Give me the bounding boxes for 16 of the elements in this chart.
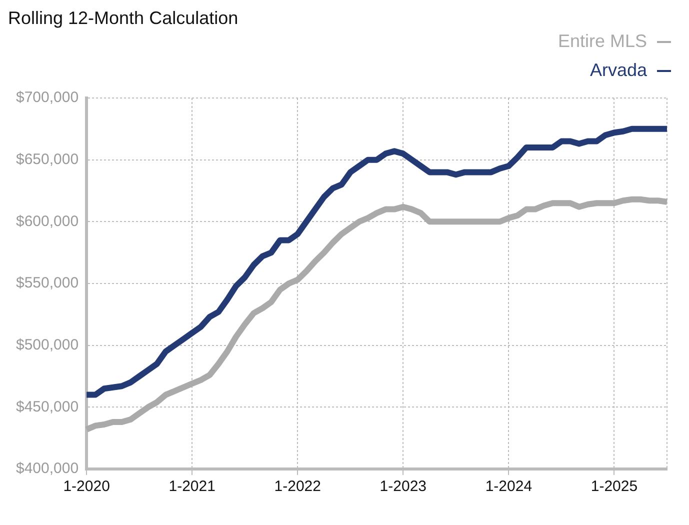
y-tick-label: $600,000	[16, 212, 79, 230]
x-tick-label: 1-2022	[274, 478, 321, 496]
x-tick-label: 1-2021	[168, 478, 216, 496]
y-tick-label: $550,000	[16, 274, 79, 292]
y-tick-label: $450,000	[16, 398, 79, 416]
y-tick-label: $500,000	[16, 336, 79, 354]
x-tick-label: 1-2025	[590, 478, 638, 496]
y-tick-label: $700,000	[16, 89, 79, 106]
y-tick-label: $650,000	[16, 150, 79, 168]
legend-label: Arvada	[590, 60, 647, 81]
chart-title: Rolling 12-Month Calculation	[8, 8, 240, 29]
x-tick-label: 1-2024	[485, 478, 532, 496]
x-tick-label: 1-2020	[63, 478, 110, 496]
y-tick-label: $400,000	[16, 460, 79, 478]
legend-label: Entire MLS	[558, 31, 647, 52]
x-tick-label: 1-2023	[380, 478, 427, 496]
